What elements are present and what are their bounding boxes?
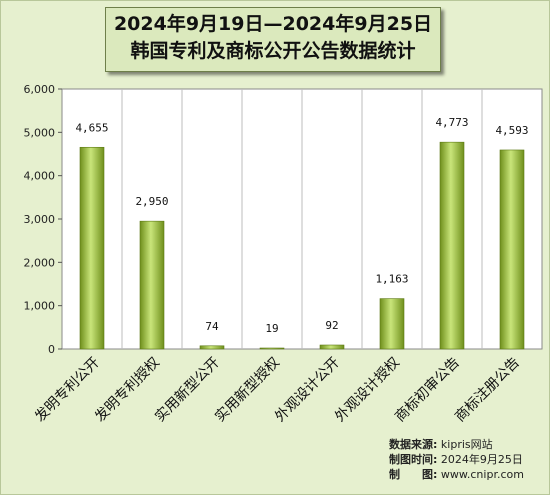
data-source-row: 数据来源: kipris网站 [389, 437, 539, 452]
maker-value: www.cnipr.com [440, 468, 524, 481]
x-tick-label: 商标注册公告 [452, 355, 523, 426]
data-label: 4,655 [75, 121, 108, 134]
data-label: 19 [265, 322, 278, 335]
chart-time-label: 制图时间: [389, 453, 438, 466]
y-tick-label: 1,000 [24, 300, 56, 313]
bar [319, 344, 345, 350]
title-line-2: 韩国专利及商标公开公告数据统计 [130, 40, 416, 62]
chart-time-row: 制图时间: 2024年9月25日 [389, 452, 539, 467]
bar [79, 146, 105, 350]
bar [499, 149, 525, 350]
y-tick-label: 2,000 [24, 256, 56, 269]
bar [379, 298, 405, 350]
y-tick-label: 5,000 [24, 126, 56, 139]
y-tick-label: 4,000 [24, 170, 56, 183]
bar [259, 347, 285, 350]
maker-label: 制 图: [389, 468, 438, 481]
y-tick-label: 0 [48, 343, 55, 356]
data-label: 92 [325, 319, 338, 332]
bar [439, 141, 465, 350]
bar [139, 220, 165, 350]
data-label: 2,950 [135, 195, 168, 208]
title-line-1: 2024年9月19日—2024年9月25日 [113, 13, 433, 35]
data-label: 4,593 [495, 124, 528, 137]
y-tick-label: 3,000 [24, 213, 56, 226]
data-label: 74 [205, 320, 219, 333]
maker-row: 制 图: www.cnipr.com [389, 467, 539, 482]
bar [199, 345, 225, 350]
chart-title: 2024年9月19日—2024年9月25日 韩国专利及商标公开公告数据统计 [105, 7, 441, 72]
data-label: 1,163 [375, 273, 408, 286]
data-source-value: kipris网站 [440, 438, 493, 451]
data-label: 4,773 [435, 116, 468, 129]
y-tick-label: 6,000 [24, 83, 56, 96]
chart-time-value: 2024年9月25日 [440, 453, 523, 466]
source-info: 数据来源: kipris网站 制图时间: 2024年9月25日 制 图: www… [389, 437, 539, 482]
data-source-label: 数据来源: [389, 438, 438, 451]
